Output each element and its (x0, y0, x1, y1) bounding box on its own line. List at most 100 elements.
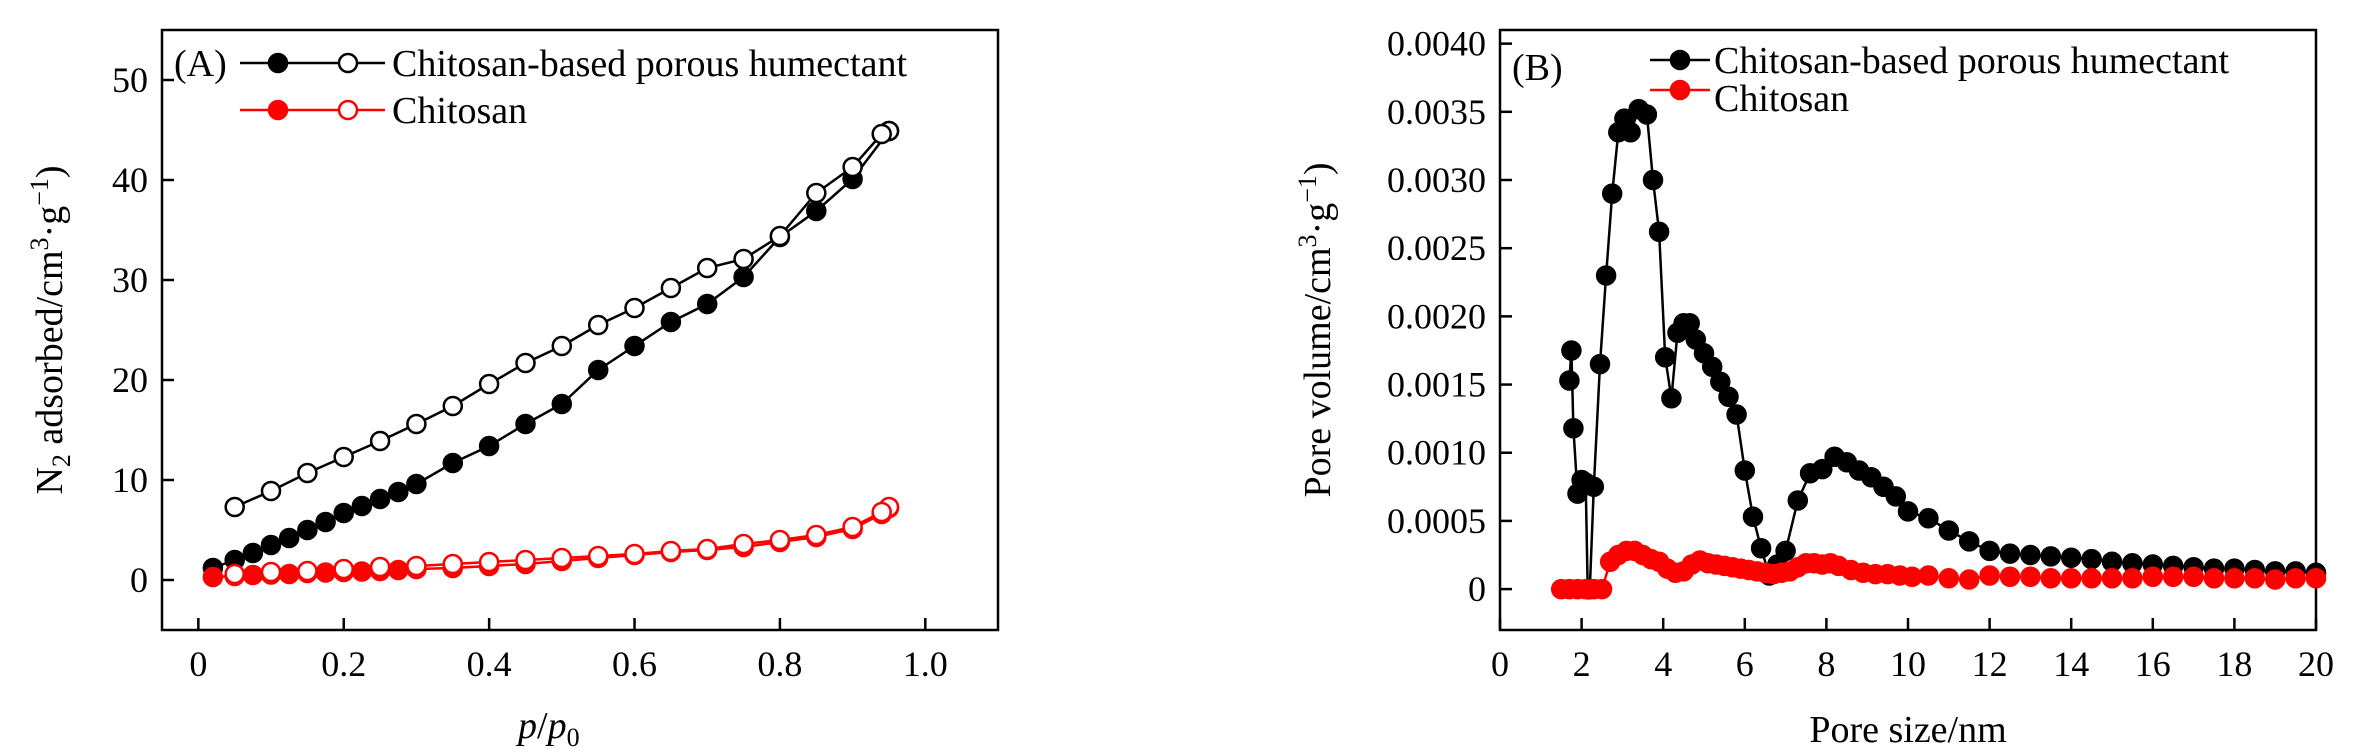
panel-a-data-point (871, 123, 892, 145)
panel-a-data-point (351, 561, 373, 582)
panel-b-data-point (2081, 567, 2102, 589)
panel-b-data-point (1589, 353, 1611, 375)
panel-a-data-point (624, 543, 645, 565)
panel-a-data-point (515, 549, 536, 571)
panel-a-data-point (333, 558, 354, 580)
panel-a-data-point (388, 559, 409, 581)
panel-a-data-point (515, 413, 536, 435)
panel-b-y-tick-label: 0.0020 (1387, 296, 1486, 336)
panel-a-label: (A) (174, 43, 227, 85)
panel-b-data-point (1559, 370, 1580, 391)
panel-a-data-point (696, 538, 718, 560)
panel-a-y-tick-label: 20 (112, 360, 148, 400)
panel-a-data-point (224, 563, 245, 585)
panel-a-data-point (660, 540, 682, 562)
panel-b-data-point (2081, 548, 2102, 570)
panel-a-data-point (587, 314, 609, 336)
panel-a-data-point (733, 533, 754, 555)
panel-b-data-point (1885, 486, 1907, 507)
panel-b-data-point (2183, 566, 2204, 588)
panel-a-y-tick-label: 50 (112, 60, 148, 100)
panel-a-data-point (351, 495, 373, 517)
panel-b-data-point (1918, 565, 1939, 586)
panel-b-data-point (1979, 540, 2000, 562)
panel-a-data-point (369, 488, 391, 510)
panel-a-data-point (388, 481, 409, 503)
panel-a-data-point (442, 553, 464, 575)
panel-a-data-point (806, 200, 827, 222)
panel-b-data-point (2305, 567, 2327, 589)
panel-b-data-point (1661, 387, 1682, 409)
legend-a-marker-filled-black (267, 52, 289, 74)
panel-b-y-tick-label: 0.0035 (1387, 92, 1486, 132)
panel-b-data-point (1775, 540, 1796, 562)
panel-b-y-tick-label: 0.0025 (1387, 228, 1486, 268)
panel-b-data-point (1620, 122, 1641, 143)
panel-b-legend: Chitosan-based porous humectant Chitosan (1650, 40, 2229, 120)
panel-b-data-point (1742, 506, 1764, 528)
panel-a-data-point (260, 534, 282, 556)
panel-a-data-point (224, 496, 245, 518)
panel-b-y-tick-label: 0.0040 (1387, 24, 1486, 64)
panel-b-x-tick-label: 6 (1736, 644, 1754, 684)
panel-a-plot-frame (160, 28, 1000, 632)
panel-a-data-point (297, 462, 318, 484)
panel-b-data-point (2162, 566, 2184, 588)
panel-a-y-tick-label: 0 (130, 560, 148, 600)
panel-b-data-point (1595, 265, 1617, 286)
legend-b-marker-black (1669, 49, 1691, 71)
panel-b-data-point (1979, 565, 2000, 586)
panel-a-data-point (842, 516, 863, 538)
panel-a-x-tick-label: 0.8 (757, 644, 802, 684)
panel-b-y-axis-label: Pore volume/cm3·g−1) (1293, 162, 1339, 497)
panel-b-axes: 0 2 4 6 8 10 12 14 16 18 20 0 0.0005 0.0010 0.0015 0.00… (1387, 24, 2334, 684)
panel-b-x-tick-label: 18 (2216, 644, 2252, 684)
panel-b-data-point (1563, 417, 1584, 439)
panel-a-data-point (315, 562, 336, 583)
panel-a-data-point (478, 551, 500, 573)
panel-a-data-point (406, 413, 427, 435)
panel-b-data-point (2203, 567, 2225, 589)
panel-b-data-point (1718, 386, 1739, 408)
panel-a-x-tick-label: 0.6 (612, 644, 657, 684)
panel-b-data-point (1601, 183, 1623, 204)
panel-a-data-point (260, 561, 282, 583)
panel-a-y-tick-label: 10 (112, 460, 148, 500)
panel-a-data-point (551, 393, 573, 415)
panel-a-data-point (369, 430, 391, 452)
panel-b-data-point (1958, 531, 1980, 552)
panel-a-x-tick-label: 0.2 (321, 644, 366, 684)
panel-a-data-point (624, 335, 645, 357)
panel-b-data-point (1642, 169, 1664, 191)
panel-b-x-tick-label: 8 (1817, 644, 1835, 684)
panel-b-data-point (1734, 460, 1756, 481)
panel-b-series (1550, 98, 2327, 600)
panel-a-x-axis-label: p/p0 (515, 705, 580, 752)
legend-a-marker-open-black (337, 52, 359, 74)
panel-b-y-tick-label: 0.0005 (1387, 501, 1486, 541)
panel-a-data-point (442, 395, 464, 417)
panel-a-data-point (660, 311, 682, 333)
panel-b-data-point (1897, 501, 1919, 522)
panel-a-data-point (202, 566, 224, 588)
panel-b-data-point (2101, 567, 2123, 589)
panel-a-data-point (442, 452, 464, 474)
panel-b-data-point (2244, 567, 2266, 589)
panel-b-x-tick-label: 16 (2135, 644, 2171, 684)
panel-b-label: (B) (1512, 47, 1563, 89)
panel-a-data-point (278, 527, 300, 549)
panel-b-data-point (1583, 476, 1605, 498)
panel-b-y-tick-label: 0.0030 (1387, 160, 1486, 200)
panel-a-data-point (478, 435, 500, 457)
panel-b-data-point (1750, 537, 1772, 559)
panel-a-data-point (551, 547, 573, 569)
panel-b-x-tick-label: 12 (1972, 644, 2008, 684)
panel-b-data-point (1812, 458, 1833, 480)
panel-a-data-point (806, 524, 827, 546)
panel-b-data-point (2040, 567, 2062, 589)
legend-b-entry-chitosan: Chitosan (1714, 78, 1849, 120)
panel-a-data-point (278, 563, 300, 585)
panel-a-data-point (696, 293, 718, 315)
panel-b-data-point (1999, 543, 2021, 564)
